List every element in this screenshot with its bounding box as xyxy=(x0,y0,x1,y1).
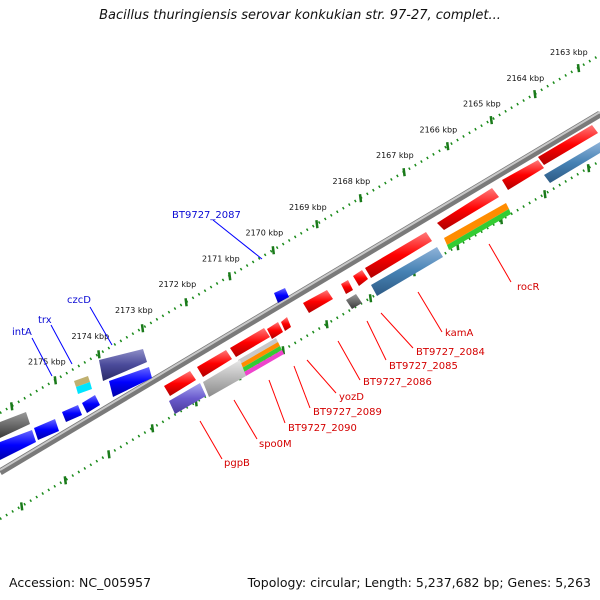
gene-arrow[interactable] xyxy=(82,395,100,413)
scale-label: 2167 kbp xyxy=(376,151,414,160)
gene-label-BT9727_2087[interactable]: BT9727_2087 xyxy=(172,210,241,221)
gene-arrow[interactable] xyxy=(164,371,196,396)
gene-label-kamA[interactable]: kamA xyxy=(445,328,473,339)
gene-arrow[interactable] xyxy=(76,382,92,394)
scale-tick xyxy=(97,350,101,359)
scale-ticks xyxy=(9,63,591,511)
scale-label: 2171 kbp xyxy=(202,254,240,263)
gene-arrow[interactable] xyxy=(0,430,36,460)
gene-arrow[interactable] xyxy=(341,280,353,294)
left-genes xyxy=(0,288,289,460)
scale-tick xyxy=(184,298,188,307)
gene-label-pgpB[interactable]: pgpB xyxy=(224,458,250,469)
scale-label: 2172 kbp xyxy=(159,280,197,289)
scale-tick xyxy=(140,324,145,333)
gene-label-BT9727_2090[interactable]: BT9727_2090 xyxy=(288,423,357,434)
gene-arrow[interactable] xyxy=(274,288,289,303)
gene-label-spo0M[interactable]: spo0M xyxy=(259,439,292,450)
gene-arrow[interactable] xyxy=(109,367,152,397)
gene-arrow[interactable] xyxy=(447,209,511,250)
scale-labels: 2163 kbp 2164 kbp 2165 kbp 2166 kbp 2167 kbp… xyxy=(28,48,588,367)
gene-label-trx[interactable]: trx xyxy=(38,315,52,326)
gene-arrow[interactable] xyxy=(240,342,280,368)
scale-label: 2164 kbp xyxy=(507,74,545,83)
scale-label: 2169 kbp xyxy=(289,203,327,212)
gene-arrow[interactable] xyxy=(267,322,283,339)
gene-arrow[interactable] xyxy=(353,270,368,286)
gene-arrow[interactable] xyxy=(538,125,598,165)
gene-arrow[interactable] xyxy=(244,350,284,376)
gene-label-BT9727_2084[interactable]: BT9727_2084 xyxy=(416,347,485,358)
gene-arrow[interactable] xyxy=(0,412,30,438)
scale-tick xyxy=(368,294,373,303)
gene-label-BT9727_2085[interactable]: BT9727_2085 xyxy=(389,361,458,372)
scale-tick xyxy=(489,116,494,125)
gene-arrow[interactable] xyxy=(365,232,432,278)
gene-label-BT9727_2086[interactable]: BT9727_2086 xyxy=(363,377,432,388)
gene-arrow[interactable] xyxy=(371,247,443,296)
label-leaders xyxy=(31,219,512,460)
gene-arrow[interactable] xyxy=(230,328,270,357)
gene-label-BT9727_2089[interactable]: BT9727_2089 xyxy=(313,407,382,418)
scale-tick xyxy=(19,502,24,511)
scale-label: 2173 kbp xyxy=(115,306,153,315)
scale-tick xyxy=(281,346,286,355)
scale-tick xyxy=(315,220,319,229)
gene-arrow[interactable] xyxy=(303,290,333,313)
scale-tick xyxy=(53,376,58,385)
gene-arrow[interactable] xyxy=(281,317,291,331)
scale-tick xyxy=(543,190,547,199)
gene-arrow[interactable] xyxy=(242,346,282,372)
accession-text: Accession: NC_005957 xyxy=(9,575,152,590)
gene-label-rocR[interactable]: rocR xyxy=(517,282,540,293)
scale-tick xyxy=(576,63,581,73)
scale-tick xyxy=(150,424,155,433)
scale-tick xyxy=(9,402,14,411)
gene-arrow[interactable] xyxy=(544,142,600,183)
scale-label: 2175 kbp xyxy=(28,358,66,367)
gene-arrow[interactable] xyxy=(99,349,147,381)
gene-arrow[interactable] xyxy=(203,360,246,397)
scale-line-bottom xyxy=(0,159,600,521)
scale-tick xyxy=(271,246,276,255)
gene-arrow[interactable] xyxy=(444,203,509,245)
scale-label: 2170 kbp xyxy=(246,229,284,238)
scale-line-top xyxy=(0,53,600,415)
scale-tick xyxy=(533,89,537,99)
scale-label: 2166 kbp xyxy=(420,125,458,134)
scale-label: 2174 kbp xyxy=(72,332,110,341)
gene-labels: BT9727_2087 czcD trx intA rocR kamA BT97… xyxy=(12,210,540,469)
gene-arrow[interactable] xyxy=(34,419,59,440)
reverse-genes xyxy=(169,142,600,414)
sequence-backbone xyxy=(0,110,600,476)
scale-tick xyxy=(445,142,450,151)
forward-genes xyxy=(164,125,598,396)
gene-arrow[interactable] xyxy=(437,188,499,230)
gene-arrow[interactable] xyxy=(74,376,90,387)
scale-label: 2165 kbp xyxy=(463,100,501,109)
gene-arrow[interactable] xyxy=(169,383,206,414)
map-title: Bacillus thuringiensis serovar konkukian… xyxy=(99,8,501,23)
scale-tick xyxy=(358,194,363,203)
gene-arrow[interactable] xyxy=(197,350,232,377)
gene-arrow[interactable] xyxy=(238,338,278,364)
gene-label-yozD[interactable]: yozD xyxy=(339,392,364,403)
genome-summary-text: Topology: circular; Length: 5,237,682 bp… xyxy=(247,575,591,590)
scale-tick xyxy=(63,476,68,485)
gene-label-czcD[interactable]: czcD xyxy=(67,295,91,306)
gene-arrow[interactable] xyxy=(62,405,82,422)
gene-label-intA[interactable]: intA xyxy=(12,327,32,338)
scale-tick xyxy=(586,164,591,173)
scale-tick xyxy=(107,450,111,459)
gene-arrow[interactable] xyxy=(502,160,544,190)
scale-tick xyxy=(227,272,232,281)
scale-label: 2168 kbp xyxy=(333,177,371,186)
scale-label: 2163 kbp xyxy=(550,48,588,57)
scale-tick xyxy=(325,320,329,329)
sequence-backbone-highlight xyxy=(0,111,600,471)
gene-arrow[interactable] xyxy=(346,294,362,309)
scale-tick xyxy=(402,168,406,177)
